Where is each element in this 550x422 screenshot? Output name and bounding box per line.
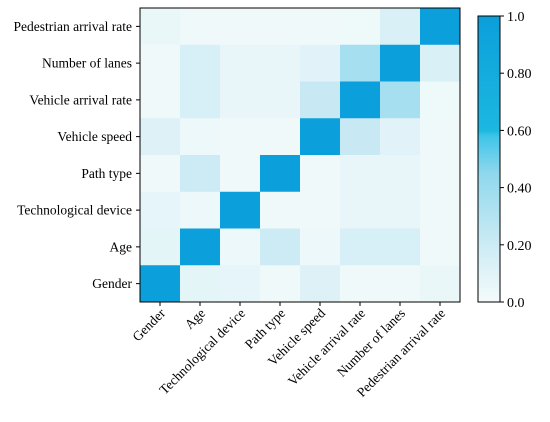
- plot-frame: [139, 7, 461, 303]
- heatmap-cell: [260, 81, 301, 119]
- heatmap-cell: [340, 81, 381, 119]
- heatmap-cell: [420, 228, 461, 266]
- heatmap-cell: [420, 81, 461, 119]
- heatmap-cell: [260, 155, 301, 193]
- heatmap-cell: [140, 228, 181, 266]
- heatmap-cell: [340, 44, 381, 82]
- heatmap-cell: [420, 118, 461, 156]
- heatmap-cell: [420, 191, 461, 229]
- y-tick-label: Technological device: [17, 203, 132, 218]
- y-tick-label: Vehicle speed: [57, 129, 132, 144]
- colorbar-gradient: [477, 15, 501, 303]
- heatmap-cell: [220, 228, 261, 266]
- heatmap-cell: [140, 44, 181, 82]
- heatmap-cell: [380, 81, 421, 119]
- heatmap-cell: [180, 8, 221, 46]
- y-tick-label: Path type: [81, 166, 132, 181]
- y-tick-label: Gender: [92, 276, 132, 291]
- heatmap-cell: [420, 8, 461, 46]
- colorbar-tick-label: 0.20: [507, 239, 532, 254]
- heatmap-cell: [300, 8, 341, 46]
- heatmap-cell: [340, 265, 381, 303]
- heatmap-cell: [300, 191, 341, 229]
- heatmap-cell: [300, 81, 341, 119]
- heatmap-cell: [180, 191, 221, 229]
- heatmap-cell: [220, 81, 261, 119]
- heatmap-cell: [420, 155, 461, 193]
- heatmap-cell: [260, 44, 301, 82]
- heatmap-cell: [340, 118, 381, 156]
- heatmap-cell: [220, 44, 261, 82]
- heatmap-cell: [260, 191, 301, 229]
- heatmap-cell: [220, 8, 261, 46]
- colorbar: 0.0 0.20 0.40 0.60 0.80 1.0: [477, 10, 532, 311]
- heatmap-cell: [380, 8, 421, 46]
- colorbar-tick-label: 0.60: [507, 124, 532, 139]
- heatmap-cell: [340, 228, 381, 266]
- y-tick-label: Age: [110, 239, 133, 254]
- heatmap-cell: [220, 191, 261, 229]
- colorbar-tick-label: 0.40: [507, 182, 532, 197]
- heatmap-cell: [140, 191, 181, 229]
- heatmap-cell: [260, 265, 301, 303]
- heatmap-cell: [260, 228, 301, 266]
- y-axis: Pedestrian arrival rate Number of lanes Ve…: [14, 19, 140, 291]
- heatmap-cell: [260, 118, 301, 156]
- heatmap-cell: [380, 191, 421, 229]
- heatmap-cell: [380, 265, 421, 303]
- heatmap-cell: [180, 118, 221, 156]
- heatmap-cell: [140, 8, 181, 46]
- y-tick-label: Number of lanes: [42, 56, 132, 71]
- heatmap-cell: [300, 228, 341, 266]
- y-tick-label: Pedestrian arrival rate: [14, 19, 132, 34]
- heatmap-cell: [340, 191, 381, 229]
- heatmap-cell: [180, 81, 221, 119]
- colorbar-tick-label: 0.0: [507, 296, 525, 311]
- x-tick-label: Gender: [129, 305, 168, 344]
- heatmap-cell: [180, 44, 221, 82]
- heatmap-cell: [180, 265, 221, 303]
- heatmap-cell: [220, 265, 261, 303]
- heatmap-cell: [300, 44, 341, 82]
- colorbar-ticks: 0.0 0.20 0.40 0.60 0.80 1.0: [500, 10, 532, 311]
- heatmap-cell: [260, 8, 301, 46]
- heatmap-cell: [340, 8, 381, 46]
- heatmap-cell: [140, 265, 181, 303]
- heatmap-cell: [300, 265, 341, 303]
- heatmap-cell: [380, 44, 421, 82]
- heatmap-cells: [140, 8, 461, 303]
- heatmap-cell: [180, 155, 221, 193]
- heatmap-cell: [380, 118, 421, 156]
- heatmap-cell: [140, 155, 181, 193]
- heatmap-cell: [180, 228, 221, 266]
- heatmap-cell: [420, 265, 461, 303]
- colorbar-tick-label: 0.80: [507, 67, 532, 82]
- heatmap-cell: [380, 228, 421, 266]
- heatmap-cell: [220, 155, 261, 193]
- heatmap-cell: [300, 155, 341, 193]
- heatmap-cell: [220, 118, 261, 156]
- colorbar-tick-label: 1.0: [507, 10, 525, 25]
- heatmap-cell: [380, 155, 421, 193]
- heatmap-cell: [300, 118, 341, 156]
- heatmap-cell: [340, 155, 381, 193]
- heatmap-cell: [140, 81, 181, 119]
- heatmap-cell: [420, 44, 461, 82]
- heatmap-cell: [140, 118, 181, 156]
- x-tick-label: Age: [182, 306, 209, 333]
- y-tick-label: Vehicle arrival rate: [29, 92, 132, 107]
